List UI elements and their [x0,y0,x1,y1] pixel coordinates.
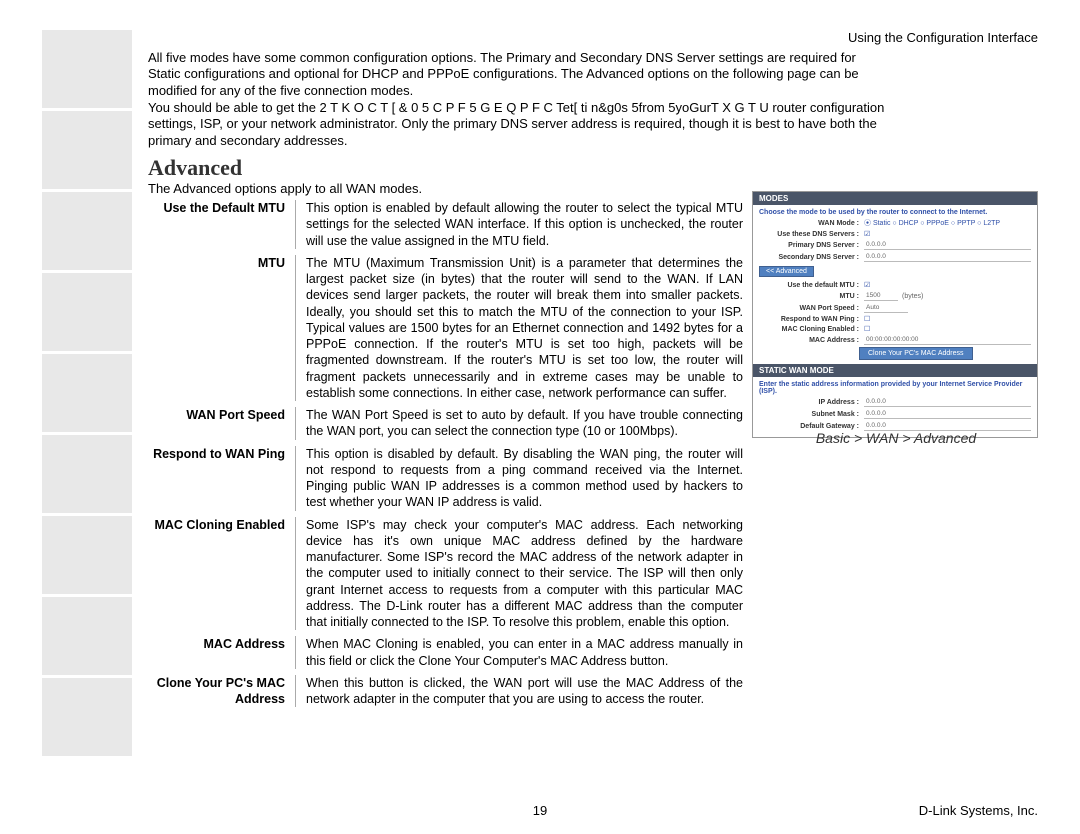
subnet-mask-input[interactable]: 0.0.0.0 [864,409,1031,419]
definition-row: MAC AddressWhen MAC Cloning is enabled, … [148,636,743,669]
sidebar-box [42,273,132,351]
definition-row: Clone Your PC's MAC AddressWhen this but… [148,675,743,708]
mtu-input[interactable]: 1500 [864,291,898,301]
ip-address-input[interactable]: 0.0.0.0 [864,397,1031,407]
primary-dns-label: Primary DNS Server : [759,242,864,249]
definition-description: The MTU (Maximum Transmission Unit) is a… [296,255,743,401]
static-panel-header: STATIC WAN MODE [753,364,1037,377]
intro-paragraph-2: You should be able to get the 2 T K O C … [148,100,888,149]
mtu-unit: (bytes) [902,293,923,300]
sidebar-box [42,111,132,189]
default-gateway-label: Default Gateway : [759,423,864,430]
config-screenshot: MODES Choose the mode to be used by the … [752,191,1038,438]
clone-mac-button[interactable]: Clone Your PC's MAC Address [859,347,973,360]
static-description: Enter the static address information pro… [759,381,1031,395]
definition-label: Clone Your PC's MAC Address [148,675,296,708]
definition-description: This option is disabled by default. By d… [296,446,743,511]
definition-description: When MAC Cloning is enabled, you can ent… [296,636,743,669]
default-mtu-checkbox[interactable]: ☑ [864,281,870,289]
use-dns-checkbox[interactable]: ☑ [864,230,870,238]
secondary-dns-label: Secondary DNS Server : [759,254,864,261]
sidebar-box [42,516,132,594]
definition-label: MTU [148,255,296,401]
footer-text: D-Link Systems, Inc. [919,803,1038,818]
definition-label: Use the Default MTU [148,200,296,249]
mac-address-input[interactable]: 00:00:00:00:00:00 [864,335,1031,345]
definition-label: Respond to WAN Ping [148,446,296,511]
definition-description: When this button is clicked, the WAN por… [296,675,743,708]
ip-address-label: IP Address : [759,399,864,406]
definition-description: This option is enabled by default allowi… [296,200,743,249]
sidebar-decoration [42,30,132,759]
definition-row: Respond to WAN PingThis option is disabl… [148,446,743,511]
secondary-dns-input[interactable]: 0.0.0.0 [864,252,1031,262]
sidebar-box [42,597,132,675]
wan-mode-label: WAN Mode : [759,220,864,227]
wan-mode-options[interactable]: ⦿ Static ○ DHCP ○ PPPoE ○ PPTP ○ L2TP [864,218,1000,228]
use-dns-label: Use these DNS Servers : [759,231,864,238]
wan-port-speed-label: WAN Port Speed : [759,305,864,312]
modes-panel-header: MODES [753,192,1037,205]
definition-row: MTUThe MTU (Maximum Transmission Unit) i… [148,255,743,401]
sidebar-box [42,354,132,432]
definition-row: WAN Port SpeedThe WAN Port Speed is set … [148,407,743,440]
primary-dns-input[interactable]: 0.0.0.0 [864,240,1031,250]
definition-description: The WAN Port Speed is set to auto by def… [296,407,743,440]
section-title: Advanced [148,155,242,181]
sidebar-box [42,30,132,108]
mtu-label: MTU : [759,293,864,300]
definition-table: Use the Default MTUThis option is enable… [148,200,743,713]
sidebar-box [42,678,132,756]
definition-description: Some ISP's may check your computer's MAC… [296,517,743,631]
sidebar-box [42,192,132,270]
wan-port-speed-select[interactable]: Auto [864,303,908,313]
definition-label: MAC Cloning Enabled [148,517,296,631]
respond-ping-checkbox[interactable]: ☐ [864,315,870,323]
mac-address-label: MAC Address : [759,337,864,344]
modes-description: Choose the mode to be used by the router… [759,209,1031,216]
definition-row: MAC Cloning EnabledSome ISP's may check … [148,517,743,631]
screenshot-caption: Basic > WAN > Advanced [754,430,1038,446]
page-number: 19 [533,803,547,818]
definition-label: MAC Address [148,636,296,669]
mac-cloning-checkbox[interactable]: ☐ [864,325,870,333]
intro-paragraph-1: All five modes have some common configur… [148,50,888,99]
subnet-mask-label: Subnet Mask : [759,411,864,418]
section-subtitle: The Advanced options apply to all WAN mo… [148,181,422,196]
sidebar-box [42,435,132,513]
respond-ping-label: Respond to WAN Ping : [759,316,864,323]
definition-row: Use the Default MTUThis option is enable… [148,200,743,249]
mac-cloning-label: MAC Cloning Enabled : [759,326,864,333]
advanced-toggle-button[interactable]: << Advanced [759,266,814,277]
default-mtu-label: Use the default MTU : [759,282,864,289]
definition-label: WAN Port Speed [148,407,296,440]
header-text: Using the Configuration Interface [848,30,1038,45]
